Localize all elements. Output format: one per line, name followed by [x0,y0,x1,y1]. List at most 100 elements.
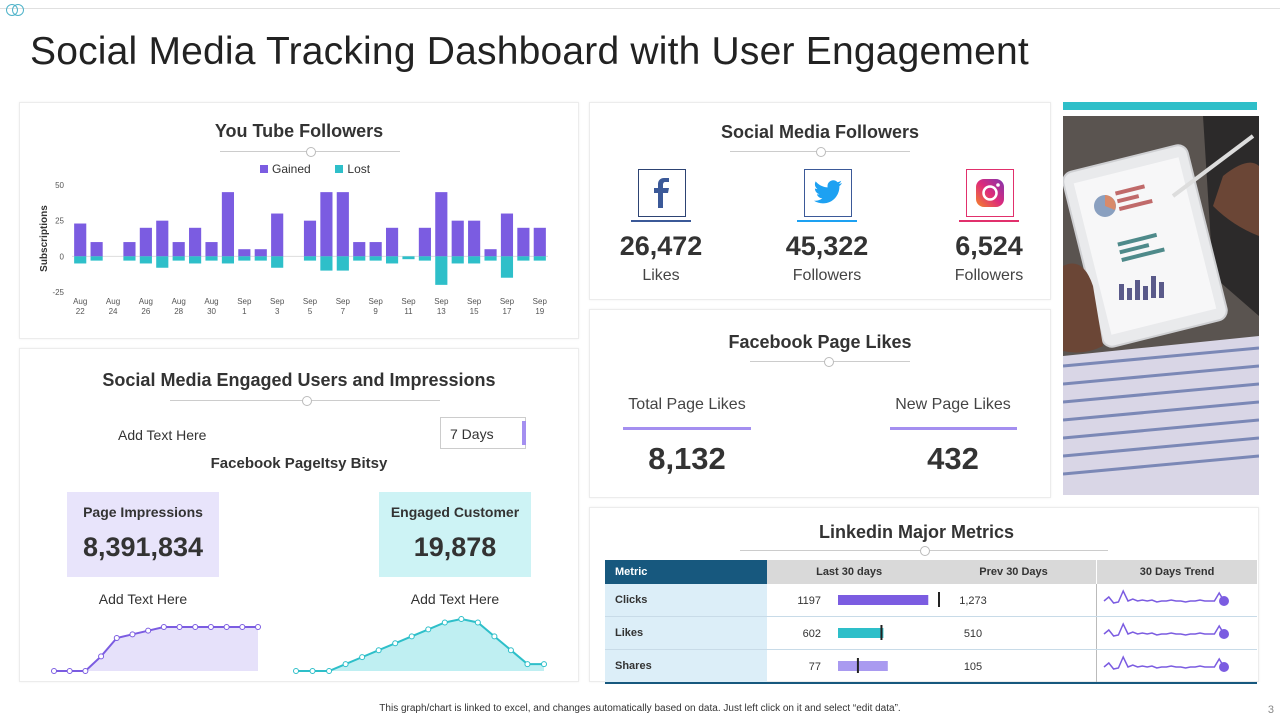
facebook-likes-label: Likes [642,267,680,284]
gained-bar [468,220,481,257]
trend-line [1103,655,1225,670]
gained-bar [205,242,218,257]
x-tick-label: Aug [139,297,153,306]
divider-dot [306,147,316,157]
gained-bar [271,213,284,257]
x-tick-label: Sep [467,297,482,306]
gained-bar [123,242,136,257]
x-tick-label: Aug [73,297,87,306]
legend-gained-label: Gained [272,162,311,176]
lost-bar [435,256,448,285]
area-point [293,668,299,674]
x-tick-label: Sep [336,297,351,306]
legend-lost-label: Lost [347,162,371,176]
gained-bar [74,223,87,257]
facebook-likes-value: 26,472 [619,231,703,261]
area-point [192,624,199,630]
instagram-icon[interactable] [966,169,1014,217]
prev-30-value: 105 [964,661,982,673]
engaged-area-chart [293,616,547,674]
total-page-likes-label: Total Page Likes [628,396,746,413]
facebook-icon[interactable] [638,169,686,217]
area-point [176,624,183,630]
divider-dot [920,546,930,556]
gained-bar [336,192,349,257]
metric-compare: 602 510 [767,616,1097,650]
footer-note: This graph/chart is linked to excel, and… [379,703,901,714]
period-select[interactable]: 7 Days [440,417,526,449]
lost-bar [500,256,514,278]
x-tick-label: 30 [207,307,216,316]
area-point [160,624,167,630]
gained-bar [369,242,382,257]
tablet-illustration-icon [1063,116,1259,495]
area-point [82,668,89,674]
linkedin-title: Linkedin Major Metrics [818,522,1015,542]
x-tick-label: 9 [373,307,378,316]
engaged-customer-value: 19,878 [413,532,497,562]
x-tick-label: Aug [106,297,120,306]
x-tick-label: Sep [237,297,252,306]
legend-gained-swatch [260,165,268,173]
gained-bar [500,213,514,257]
divider-dot [816,147,826,157]
x-tick-label: Sep [270,297,285,306]
x-tick-label: 22 [76,307,85,316]
metric-name: Likes [605,616,768,650]
x-tick-label: Aug [204,297,218,306]
lost-bar [353,256,366,261]
instagram-underline [959,220,1019,222]
gained-bar [238,249,251,257]
x-tick-label: Sep [533,297,548,306]
lost-bar [303,256,317,261]
trend-end-dot [1219,662,1229,672]
fb-likes-title: Facebook Page Likes [728,332,912,352]
prev-30-value: 1,273 [959,595,987,607]
lost-bar [533,256,546,261]
table-header-metric: Metric [605,560,768,584]
page-impressions-card: Page Impressions 8,391,834 [67,492,219,577]
last-30-value: 602 [803,628,821,640]
area-fill [54,627,258,671]
area-point [507,647,514,654]
gained-bar [418,227,431,257]
select-handle[interactable] [522,421,526,445]
lost-bar [517,256,530,261]
metric-compare: 1197 1,273 [767,584,1097,617]
legend-lost-swatch [335,165,344,173]
lost-bar [418,256,431,261]
metric-trend [1096,584,1257,617]
trend-end-dot [1219,629,1229,639]
twitter-followers-value: 45,322 [785,231,869,261]
table-row: Clicks 1197 1,273 [605,584,1257,617]
youtube-followers-panel: You Tube Followers Gained Lost 50 25 0 -25 S… [19,102,579,339]
gained-bar [484,249,497,257]
y-tick-label: 0 [60,252,65,261]
area-point [458,616,465,622]
x-tick-label: 24 [109,307,118,316]
chart-legend: Gained Lost [260,162,370,176]
area-point [474,619,481,626]
page-impressions-value: 8,391,834 [82,532,204,562]
gained-bar [254,249,267,257]
area-point [66,668,73,674]
new-page-likes-value: 432 [927,441,979,476]
twitter-icon[interactable] [804,169,852,217]
table-header-last30: Last 30 days [767,560,932,584]
accent-bar [1063,102,1257,110]
engaged-customer-card: Engaged Customer 19,878 [379,492,531,577]
table-row: Shares 77 105 [605,649,1257,684]
impressions-area-chart [51,624,261,674]
x-tick-label: 1 [242,307,247,316]
new-likes-underline [890,427,1017,430]
trend-end-dot [1219,596,1229,606]
gained-bar [320,192,333,257]
period-select-value: 7 Days [450,426,494,442]
metric-name: Clicks [605,584,768,617]
y-tick-label: 50 [55,181,64,190]
y-axis-label: Subscriptions [39,205,50,272]
area-point [239,624,246,630]
x-tick-label: 11 [404,307,413,316]
lost-bar [336,256,349,271]
youtube-title: You Tube Followers [214,121,384,141]
